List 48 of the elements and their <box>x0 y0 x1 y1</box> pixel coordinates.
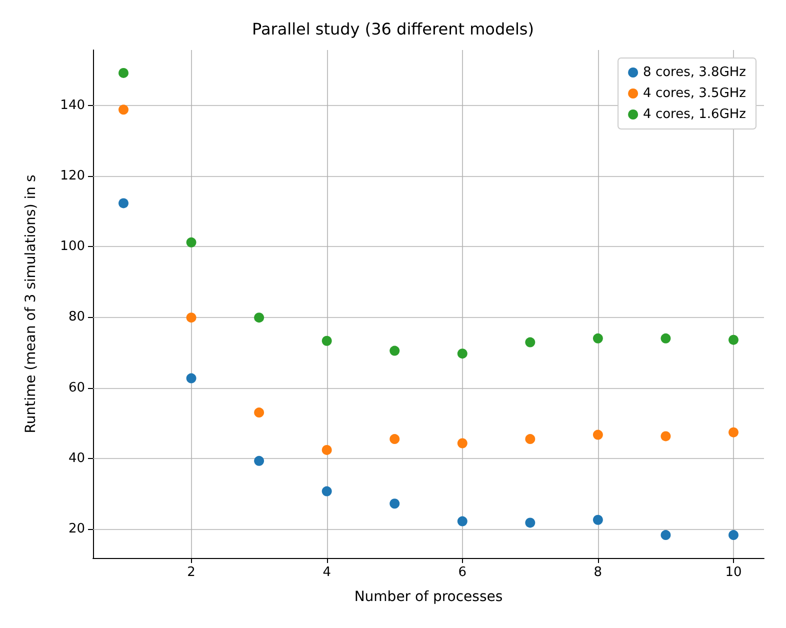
point <box>118 104 128 115</box>
y-tick-label: 40 <box>68 450 85 466</box>
legend-label: 4 cores, 1.6GHz <box>643 107 746 122</box>
point <box>186 312 196 323</box>
y-tick-label: 60 <box>68 380 85 396</box>
point <box>457 348 468 359</box>
point <box>592 514 603 525</box>
y-tick-label: 120 <box>60 168 85 184</box>
point <box>457 438 468 448</box>
point <box>322 336 332 346</box>
y-tick-label: 80 <box>68 310 85 325</box>
point <box>660 530 671 540</box>
point <box>118 68 128 78</box>
x-tick-label: 8 <box>594 565 602 580</box>
chart-title: Parallel study (36 different models) <box>252 20 534 38</box>
point <box>118 198 128 208</box>
point <box>322 486 332 496</box>
point <box>254 408 264 418</box>
x-tick-label: 4 <box>322 565 331 580</box>
point <box>457 516 468 526</box>
point <box>254 312 264 323</box>
point <box>728 530 738 540</box>
point <box>728 334 738 345</box>
point <box>525 518 536 528</box>
point <box>660 431 671 442</box>
point <box>660 333 671 344</box>
x-tick-label: 2 <box>187 565 196 580</box>
point <box>390 346 400 356</box>
point <box>525 434 536 444</box>
point <box>592 333 603 344</box>
y-tick-label: 140 <box>60 98 85 113</box>
point <box>592 430 603 440</box>
point <box>186 373 196 384</box>
y-axis-title: Runtime (mean of 3 simulations) in s <box>23 174 39 434</box>
legend-label: 4 cores, 3.5GHz <box>643 86 746 101</box>
point <box>390 434 400 444</box>
point <box>254 456 264 466</box>
point <box>525 337 536 348</box>
legend-label: 8 cores, 3.8GHz <box>643 65 746 80</box>
x-axis-title: Number of processes <box>354 589 503 605</box>
y-tick-label: 20 <box>68 522 85 537</box>
x-tick-label: 6 <box>458 565 467 580</box>
point <box>322 444 332 455</box>
point <box>390 498 400 509</box>
x-tick-label: 10 <box>725 565 742 580</box>
y-tick-label: 100 <box>60 239 85 254</box>
point <box>186 237 196 248</box>
point <box>728 427 738 438</box>
